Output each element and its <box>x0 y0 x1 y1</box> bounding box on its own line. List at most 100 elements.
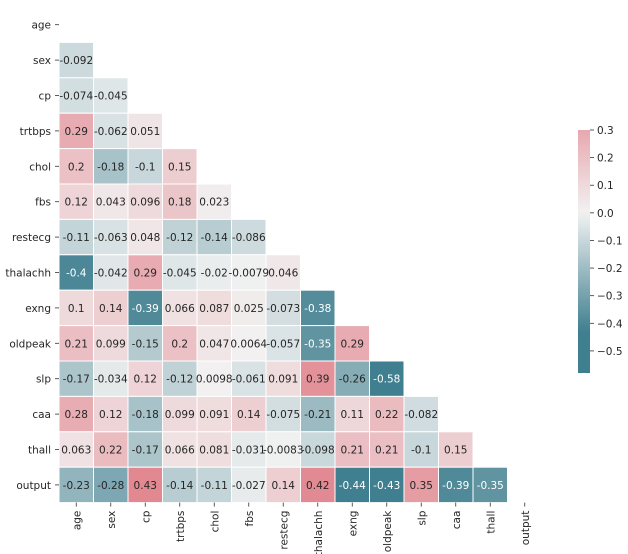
cell-value-label: 0.12 <box>134 374 157 386</box>
cell-value-label: 0.43 <box>134 480 157 492</box>
cell-value-label: -0.15 <box>132 338 159 350</box>
cell-value-label: 0.35 <box>410 480 433 492</box>
cell-value-label: -0.073 <box>266 303 300 315</box>
y-tick-label-age: age <box>31 20 51 32</box>
cell-value-label: -0.042 <box>94 268 128 280</box>
cell-value-label: 0.043 <box>96 197 126 209</box>
cell-value-label: 0.22 <box>375 409 398 421</box>
cell-value-label: -0.12 <box>166 374 193 386</box>
heatmap-cell-output-age <box>58 466 94 504</box>
cell-value-label: -0.1 <box>411 445 432 457</box>
heatmap-cell-slp-trtbps <box>162 360 198 397</box>
heatmap-cell-caa-exng <box>334 395 370 433</box>
heatmap-cell-thall-restecg <box>265 431 301 468</box>
cell-value-label: -0.4 <box>66 268 87 280</box>
x-tick-label-exng: exng <box>347 511 359 537</box>
colorbar-tick-label: −0.2 <box>597 263 623 275</box>
x-tick-label-restecg: restecg <box>278 511 290 550</box>
cell-value-label: -0.28 <box>97 480 124 492</box>
cell-value-label: -0.11 <box>201 480 228 492</box>
cell-value-label: 0.28 <box>65 409 88 421</box>
heatmap-cell-trtbps-cp <box>127 112 163 150</box>
x-tick-label-slp: slp <box>416 510 428 525</box>
heatmap-cell-exng-cp <box>127 289 163 327</box>
colorbar-tick-label: −0.5 <box>597 346 623 358</box>
cell-value-label: -0.082 <box>404 409 438 421</box>
cell-value-label: 0.1 <box>68 303 85 315</box>
cell-value-label: 0.11 <box>341 409 364 421</box>
cell-value-label: -0.39 <box>442 480 469 492</box>
y-tick-label-oldpeak: oldpeak <box>9 338 52 350</box>
heatmap-cell-output-oldpeak <box>369 466 405 504</box>
y-tick-label-restecg: restecg <box>12 232 51 244</box>
cell-value-label: 0.12 <box>65 197 88 209</box>
cell-value-label: -0.063 <box>94 232 128 244</box>
cell-value-label: -0.35 <box>477 480 504 492</box>
cell-value-label: -0.44 <box>339 480 366 492</box>
heatmap-cell-thall-trtbps <box>162 431 198 468</box>
heatmap-cell-thalachh-age <box>58 254 94 291</box>
heatmap-cell-caa-age <box>58 395 94 433</box>
y-tick-label-fbs: fbs <box>35 197 51 209</box>
heatmap-cell-slp-exng <box>334 360 370 397</box>
cell-value-label: 0.091 <box>268 374 298 386</box>
heatmap-cell-thall-exng <box>334 431 370 468</box>
cell-value-label: 0.099 <box>96 338 126 350</box>
x-tick-label-chol: chol <box>209 511 221 533</box>
cell-value-label: 0.2 <box>171 338 188 350</box>
colorbar-tick-label: 0.0 <box>597 208 614 220</box>
cell-value-label: 0.29 <box>134 268 157 280</box>
x-tick-label-thalachh: thalachh <box>313 511 325 554</box>
cell-value-label: 0.025 <box>234 303 264 315</box>
colorbar-gradient <box>578 130 590 373</box>
cell-value-label: -0.092 <box>59 55 93 67</box>
colorbar-tick-label: 0.3 <box>597 125 614 137</box>
heatmap-cell-exng-thalachh <box>300 289 336 327</box>
heatmap-cell-slp-oldpeak <box>369 360 405 397</box>
colorbar-tick-label: 0.1 <box>597 180 614 192</box>
cell-value-label: -0.11 <box>63 232 90 244</box>
cell-value-label: -0.12 <box>166 232 193 244</box>
cell-value-label: 0.29 <box>341 338 364 350</box>
cell-value-label: -0.58 <box>373 374 400 386</box>
cell-value-label: 0.15 <box>444 445 467 457</box>
colorbar-ticks: 0.3 0.2 0.1 0.0 −0.1 −0.2 −0.3 −0.4 −0.5 <box>590 125 623 358</box>
cell-value-label: 0.051 <box>130 126 160 138</box>
x-tick-label-cp: cp <box>140 510 152 523</box>
cell-value-label: -0.14 <box>166 480 193 492</box>
heatmap-cell-output-exng <box>334 466 370 504</box>
cell-value-label: -0.057 <box>266 338 300 350</box>
heatmap-cell-output-cp <box>127 466 163 504</box>
x-axis: age sex cp trtbps chol fbs restecg thalachh exng… <box>71 502 532 554</box>
cell-value-label: 0.21 <box>341 445 364 457</box>
cell-value-label: 0.42 <box>306 480 329 492</box>
heatmap-cell-thall-fbs <box>231 431 267 468</box>
heatmap-cell-restecg-sex <box>93 218 129 256</box>
heatmap-cell-exng-age <box>58 289 94 327</box>
cell-value-label: -0.35 <box>304 338 331 350</box>
heatmap-cell-thall-caa <box>438 431 474 468</box>
y-tick-label-cp: cp <box>39 91 52 103</box>
cell-value-label: 0.096 <box>130 197 160 209</box>
x-tick-label-caa: caa <box>451 511 463 530</box>
cell-value-label: -0.074 <box>59 91 93 103</box>
x-tick-label-fbs: fbs <box>244 511 256 527</box>
cell-value-label: 0.087 <box>199 303 229 315</box>
heatmap-cell-thall-slp <box>403 431 439 468</box>
cell-value-label: 0.063 <box>61 445 91 457</box>
cell-value-label: -0.38 <box>304 303 331 315</box>
cell-value-label: 0.2 <box>68 161 85 173</box>
cell-value-label: -0.43 <box>373 480 400 492</box>
cell-value-label: -0.062 <box>94 126 128 138</box>
heatmap-cell-chol-sex <box>93 148 129 185</box>
cell-value-label: 0.099 <box>165 409 195 421</box>
cell-value-label: -0.031 <box>232 445 266 457</box>
heatmap-cell-slp-cp <box>127 360 163 397</box>
y-tick-label-slp: slp <box>36 374 51 386</box>
cell-value-label: -0.18 <box>97 161 124 173</box>
cell-value-label: -0.23 <box>63 480 90 492</box>
y-tick-label-caa: caa <box>32 409 51 421</box>
y-tick-label-thalachh: thalachh <box>5 268 51 280</box>
heatmap-cell-thalachh-fbs <box>231 254 267 291</box>
